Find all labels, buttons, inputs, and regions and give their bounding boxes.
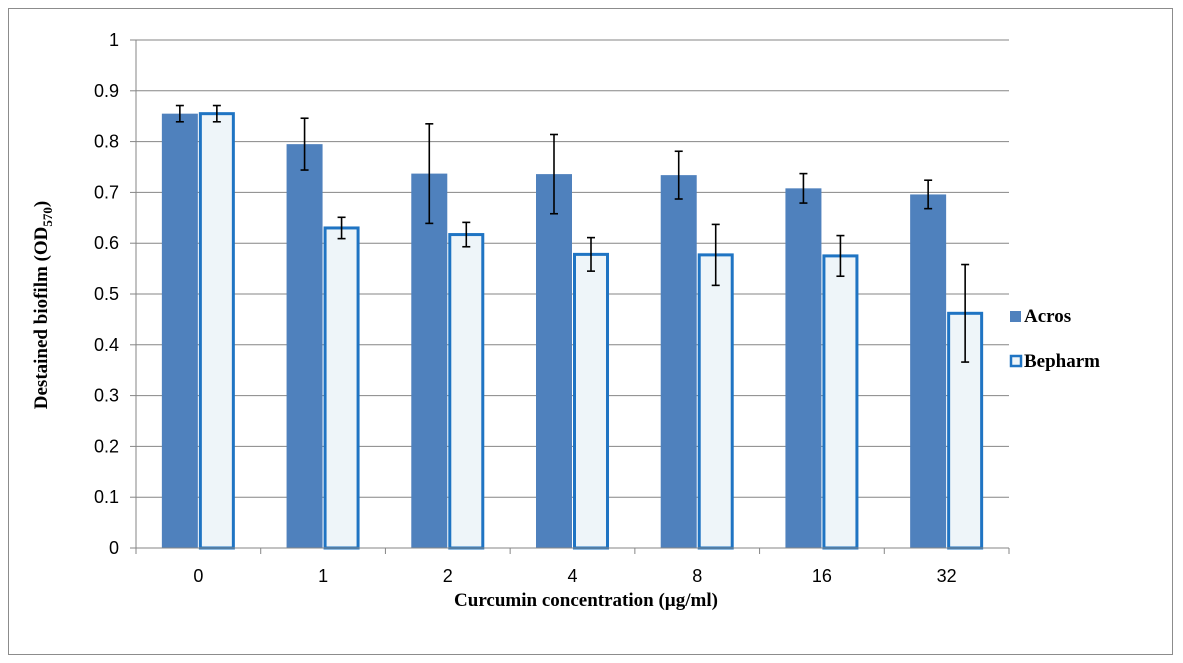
y-axis-title-subscript: 570 bbox=[40, 207, 55, 227]
legend-item-acros: Acros bbox=[1010, 306, 1071, 327]
y-axis-title: Destained biofilm (OD570) bbox=[31, 201, 55, 409]
y-tick-label: 0.5 bbox=[94, 284, 119, 304]
legend-item-bepharm: Bepharm bbox=[1009, 351, 1100, 372]
y-tick-label: 0.6 bbox=[94, 233, 119, 253]
legend-label-acros: Acros bbox=[1024, 306, 1071, 327]
y-tick-label: 0 bbox=[109, 538, 119, 558]
x-tick-label: 16 bbox=[812, 566, 832, 586]
bar-bepharm-1 bbox=[323, 226, 360, 550]
x-axis-title: Curcumin concentration (µg/ml) bbox=[454, 590, 718, 611]
bar-bepharm-4 bbox=[573, 252, 609, 550]
bars bbox=[161, 112, 984, 550]
x-tick-label: 8 bbox=[692, 566, 702, 586]
bar-acros-0 bbox=[161, 113, 198, 548]
gridlines bbox=[136, 39, 1009, 498]
bar-bepharm-0 bbox=[198, 112, 235, 550]
y-tick-label: 0.2 bbox=[94, 436, 119, 456]
y-tick-label: 0.4 bbox=[94, 335, 119, 355]
bar-acros-1 bbox=[286, 144, 323, 548]
legend-swatch-acros bbox=[1010, 311, 1021, 322]
x-tick-label: 4 bbox=[567, 566, 577, 586]
x-tick-label: 32 bbox=[937, 566, 957, 586]
y-axis-title-close: ) bbox=[31, 201, 52, 207]
bar-acros-32 bbox=[910, 194, 947, 548]
y-axis-title-main: Destained biofilm (OD bbox=[31, 227, 52, 410]
y-tick-label: 0.1 bbox=[94, 487, 119, 507]
bar-bepharm-2 bbox=[448, 233, 485, 550]
bar-bepharm-8 bbox=[697, 253, 734, 550]
bar-acros-8 bbox=[660, 175, 697, 549]
x-tick-label: 1 bbox=[318, 566, 328, 586]
y-tick-label: 0.3 bbox=[94, 386, 119, 406]
x-tick-label: 2 bbox=[443, 566, 453, 586]
bar-chart: 0 0.1 0.2 0.3 0.4 0.5 0.6 0.7 0.8 0.9 1 0 1 2 4 8 16 32 C… bbox=[31, 30, 1100, 611]
tick-labels: 0 0.1 0.2 0.3 0.4 0.5 0.6 0.7 0.8 0.9 1 0 1 2 4 8 16 32 bbox=[94, 30, 957, 586]
y-tick-label: 0.9 bbox=[94, 81, 119, 101]
y-tick-label: 0.7 bbox=[94, 182, 119, 202]
legend: Acros Bepharm bbox=[1009, 306, 1100, 372]
x-tick-label: 0 bbox=[193, 566, 203, 586]
y-tick-label: 1 bbox=[109, 30, 119, 50]
error-bars bbox=[175, 104, 970, 363]
legend-label-bepharm: Bepharm bbox=[1024, 351, 1100, 372]
bar-acros-16 bbox=[785, 188, 822, 548]
bar-acros-4 bbox=[536, 174, 572, 548]
bar-acros-2 bbox=[411, 173, 448, 548]
axes bbox=[130, 39, 1010, 554]
chart-frame: 0 0.1 0.2 0.3 0.4 0.5 0.6 0.7 0.8 0.9 1 0 1 2 4 8 16 32 C… bbox=[8, 8, 1173, 655]
legend-swatch-bepharm bbox=[1009, 354, 1023, 368]
bar-bepharm-16 bbox=[822, 254, 859, 550]
y-tick-label: 0.8 bbox=[94, 132, 119, 152]
